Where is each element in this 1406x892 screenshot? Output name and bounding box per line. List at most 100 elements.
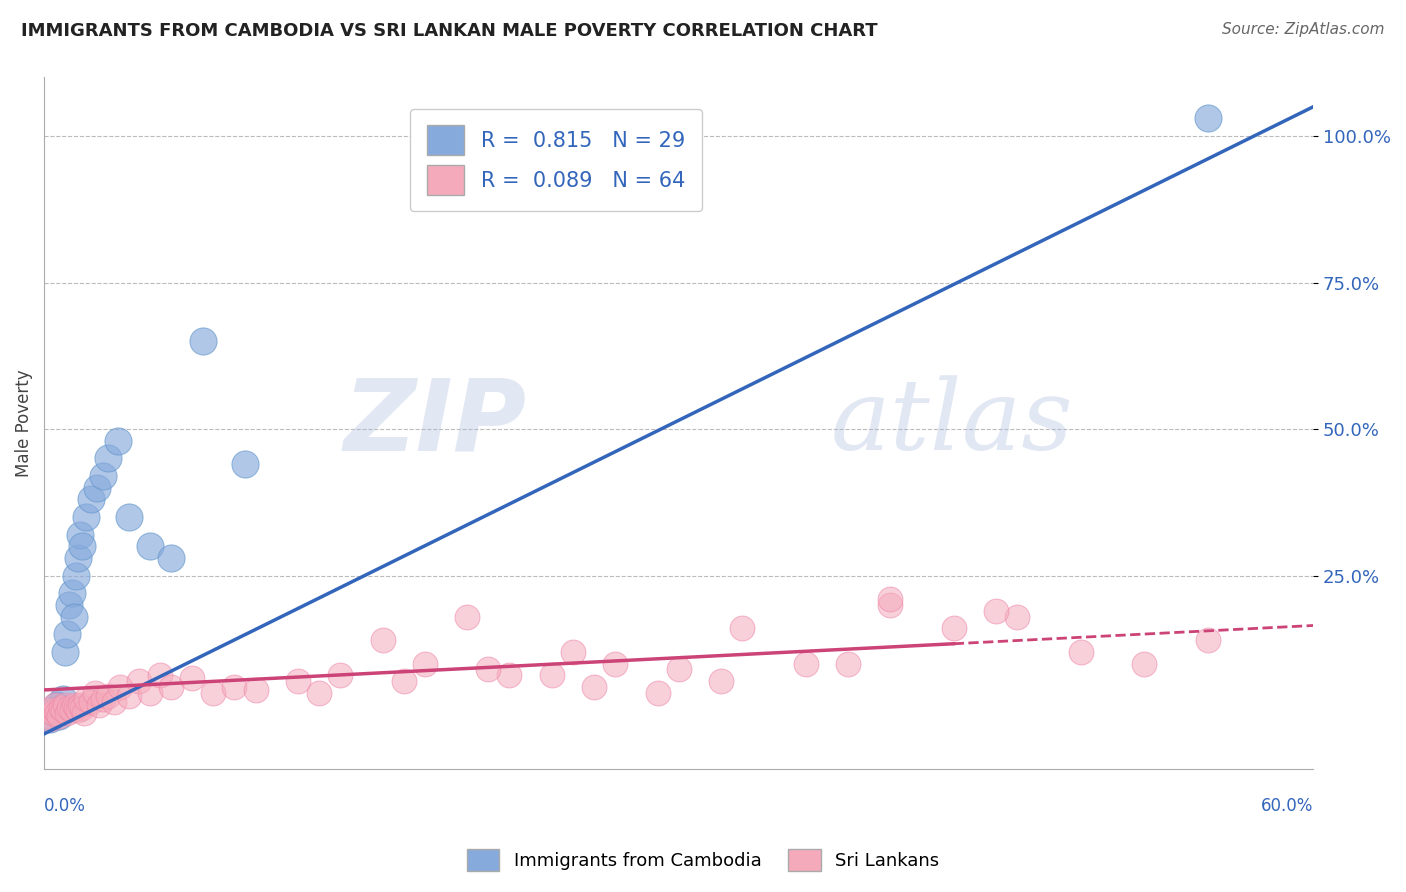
Point	[44, 706, 66, 721]
Point	[49, 700, 72, 714]
Text: 60.0%: 60.0%	[1261, 797, 1313, 814]
Point	[39, 712, 62, 726]
Point	[58, 598, 80, 612]
Point	[83, 686, 105, 700]
Point	[710, 674, 733, 689]
Y-axis label: Male Poverty: Male Poverty	[15, 369, 32, 477]
Point	[41, 703, 63, 717]
Point	[202, 686, 225, 700]
Point	[181, 671, 204, 685]
Point	[65, 700, 87, 714]
Point	[70, 540, 93, 554]
Point	[233, 458, 256, 472]
Point	[224, 680, 246, 694]
Point	[97, 451, 120, 466]
Point	[91, 691, 114, 706]
Point	[942, 621, 965, 635]
Point	[118, 689, 141, 703]
Point	[128, 674, 150, 689]
Point	[35, 703, 58, 717]
Point	[79, 492, 101, 507]
Legend: R =  0.815   N = 29, R =  0.089   N = 64: R = 0.815 N = 29, R = 0.089 N = 64	[411, 109, 702, 211]
Point	[456, 609, 478, 624]
Point	[329, 668, 352, 682]
Point	[69, 698, 91, 712]
Point	[65, 568, 87, 582]
Point	[103, 695, 125, 709]
Point	[56, 627, 79, 641]
Point	[1005, 609, 1028, 624]
Point	[75, 691, 97, 706]
Text: 0.0%: 0.0%	[44, 797, 86, 814]
Point	[160, 680, 183, 694]
Point	[37, 709, 59, 723]
Point	[561, 645, 583, 659]
Point	[56, 706, 79, 721]
Point	[540, 668, 562, 682]
Point	[139, 686, 162, 700]
Point	[1197, 633, 1219, 648]
Point	[107, 434, 129, 448]
Point	[191, 334, 214, 349]
Point	[60, 586, 83, 600]
Point	[69, 527, 91, 541]
Point	[66, 551, 89, 566]
Point	[91, 469, 114, 483]
Point	[287, 674, 309, 689]
Point	[86, 481, 108, 495]
Point	[392, 674, 415, 689]
Point	[149, 668, 172, 682]
Point	[97, 689, 120, 703]
Point	[62, 698, 84, 712]
Text: ZIP: ZIP	[343, 375, 526, 472]
Point	[245, 682, 267, 697]
Point	[160, 551, 183, 566]
Point	[53, 698, 76, 712]
Point	[1197, 112, 1219, 126]
Point	[837, 657, 859, 671]
Point	[53, 645, 76, 659]
Point	[139, 540, 162, 554]
Point	[52, 691, 75, 706]
Point	[44, 703, 66, 717]
Point	[58, 700, 80, 714]
Point	[583, 680, 606, 694]
Point	[79, 695, 101, 709]
Point	[39, 712, 62, 726]
Point	[118, 510, 141, 524]
Point	[70, 700, 93, 714]
Point	[62, 609, 84, 624]
Point	[45, 698, 67, 712]
Point	[110, 680, 132, 694]
Point	[1070, 645, 1092, 659]
Point	[75, 510, 97, 524]
Point	[48, 709, 70, 723]
Point	[668, 662, 690, 676]
Point	[984, 604, 1007, 618]
Point	[48, 709, 70, 723]
Point	[87, 698, 110, 712]
Point	[73, 706, 96, 721]
Point	[41, 706, 63, 721]
Legend: Immigrants from Cambodia, Sri Lankans: Immigrants from Cambodia, Sri Lankans	[460, 842, 946, 879]
Point	[60, 703, 83, 717]
Point	[371, 633, 394, 648]
Point	[647, 686, 669, 700]
Point	[498, 668, 520, 682]
Point	[52, 703, 75, 717]
Point	[413, 657, 436, 671]
Point	[308, 686, 330, 700]
Point	[605, 657, 627, 671]
Point	[477, 662, 499, 676]
Text: IMMIGRANTS FROM CAMBODIA VS SRI LANKAN MALE POVERTY CORRELATION CHART: IMMIGRANTS FROM CAMBODIA VS SRI LANKAN M…	[21, 22, 877, 40]
Point	[44, 698, 66, 712]
Point	[37, 709, 59, 723]
Point	[45, 706, 67, 721]
Point	[66, 703, 89, 717]
Point	[879, 598, 901, 612]
Text: Source: ZipAtlas.com: Source: ZipAtlas.com	[1222, 22, 1385, 37]
Point	[731, 621, 754, 635]
Point	[879, 592, 901, 607]
Point	[794, 657, 817, 671]
Text: atlas: atlas	[831, 376, 1074, 471]
